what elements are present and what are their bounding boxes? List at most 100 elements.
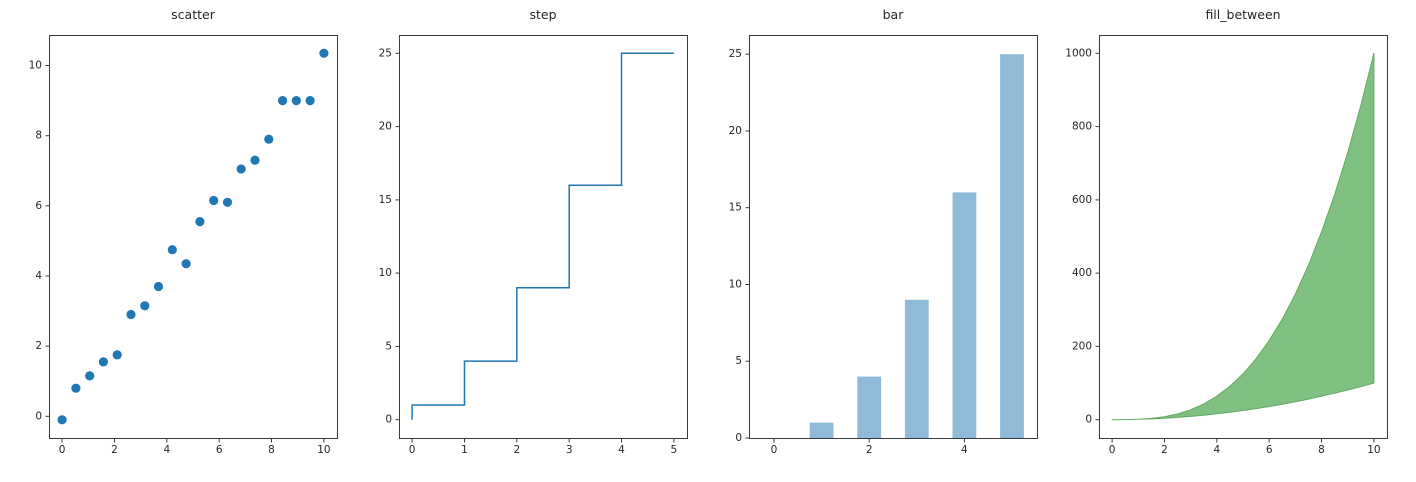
y-tick-label: 15	[379, 194, 392, 206]
y-tick-label: 10	[29, 60, 42, 72]
scatter-point	[181, 259, 191, 269]
y-tick-label: 0	[35, 410, 42, 422]
chart-title: step	[529, 7, 557, 22]
x-axis: 0 2 4	[771, 439, 968, 456]
axes-spines	[749, 35, 1038, 439]
y-axis: 0 2 4 6 8 10	[29, 60, 49, 422]
step-canvas: 0 1 2 3 4 5 0 5 10 15 20 25	[379, 35, 688, 456]
step-line	[411, 52, 674, 420]
scatter-point	[222, 197, 233, 207]
x-tick-label: 4	[961, 444, 968, 456]
scatter-canvas: 0 2 4 6 8 10 0 2 4 6 8 10	[29, 35, 338, 456]
y-tick-label: 10	[379, 267, 392, 279]
x-tick-label: 8	[1318, 444, 1325, 456]
y-tick-label: 200	[1072, 340, 1092, 352]
scatter-point	[71, 383, 81, 393]
scatter-point	[195, 217, 205, 227]
y-tick-label: 0	[1085, 414, 1092, 426]
data-series	[809, 54, 1024, 438]
scatter-point	[209, 195, 219, 206]
x-tick-label: 2	[866, 444, 873, 456]
y-tick-label: 20	[379, 121, 392, 133]
x-tick-label: 4	[618, 444, 625, 456]
x-tick-label: 0	[771, 444, 778, 456]
axes-spines	[49, 35, 338, 439]
subplot-bar: bar 0 2 4 0 5 10 15 20 25	[700, 0, 1050, 482]
bar-canvas: 0 2 4 0 5 10 15 20 25	[729, 35, 1038, 456]
y-tick-label: 400	[1072, 267, 1092, 279]
axes-spines	[1099, 35, 1388, 439]
x-tick-label: 2	[1161, 444, 1168, 456]
bar	[857, 376, 882, 438]
x-tick-label: 0	[409, 444, 416, 456]
x-axis: 0 2 4 6 8 10	[59, 439, 331, 456]
x-tick-label: 4	[163, 444, 170, 456]
x-tick-label: 0	[59, 444, 66, 456]
y-tick-label: 25	[729, 48, 742, 60]
chart-title: fill_between	[1205, 7, 1281, 22]
x-axis: 0 2 4 6 8 10	[1109, 439, 1381, 456]
x-tick-label: 4	[1213, 444, 1220, 456]
scatter-point	[112, 350, 122, 360]
bar	[809, 422, 834, 438]
x-tick-label: 8	[268, 444, 275, 456]
x-tick-label: 3	[566, 444, 573, 456]
axes-spines	[399, 35, 688, 439]
chart-title: scatter	[171, 7, 215, 22]
filled-area	[1111, 52, 1375, 421]
scatter-point	[305, 96, 315, 106]
x-tick-label: 10	[317, 444, 330, 456]
fill-between-canvas: 0 2 4 6 8 10 0 200 400 600 800 1000	[1065, 35, 1388, 456]
x-tick-label: 0	[1109, 444, 1116, 456]
subplot-scatter: scatter 0 2 4 6 8 10 0 2 4 6 8 10	[0, 0, 350, 482]
y-tick-label: 15	[729, 202, 742, 214]
x-tick-label: 2	[513, 444, 520, 456]
y-tick-label: 600	[1072, 194, 1092, 206]
y-tick-label: 5	[735, 355, 742, 367]
data-series	[57, 48, 329, 425]
y-tick-label: 20	[729, 125, 742, 137]
y-tick-label: 4	[35, 270, 42, 282]
scatter-point	[140, 301, 150, 311]
scatter-point	[57, 415, 67, 425]
data-series	[1111, 52, 1375, 421]
y-tick-label: 8	[35, 130, 42, 142]
scatter-point	[319, 48, 329, 58]
scatter-point	[278, 96, 288, 106]
bar	[1000, 54, 1024, 438]
x-tick-label: 6	[1266, 444, 1273, 456]
y-tick-label: 10	[729, 279, 742, 291]
y-axis: 0 200 400 600 800 1000	[1065, 47, 1099, 426]
y-axis: 0 5 10 15 20 25	[729, 48, 749, 444]
y-tick-label: 0	[735, 432, 742, 444]
bar	[952, 192, 977, 438]
scatter-point	[250, 155, 260, 165]
y-tick-label: 800	[1072, 121, 1092, 133]
data-series	[411, 52, 674, 420]
scatter-point	[167, 245, 177, 255]
bar	[904, 299, 929, 438]
scatter-point	[264, 134, 274, 144]
y-tick-label: 25	[379, 47, 392, 59]
x-axis: 0 1 2 3 4 5	[409, 439, 677, 456]
x-tick-label: 10	[1367, 444, 1380, 456]
scatter-point	[236, 164, 246, 174]
subplot-fill-between: fill_between 0 2 4 6 8 10 0 200 400 600 800 1000	[1050, 0, 1416, 482]
scatter-point	[85, 371, 95, 381]
subplot-step: step 0 1 2 3 4 5 0 5 10 15 20 25	[350, 0, 700, 482]
y-tick-label: 1000	[1065, 47, 1092, 59]
scatter-point	[153, 281, 164, 292]
scatter-point	[126, 309, 136, 320]
x-tick-label: 1	[461, 444, 468, 456]
scatter-point	[291, 96, 301, 106]
y-tick-label: 2	[35, 340, 42, 352]
y-axis: 0 5 10 15 20 25	[379, 47, 399, 426]
x-tick-label: 2	[111, 444, 118, 456]
y-tick-label: 5	[385, 340, 392, 352]
x-tick-label: 5	[671, 444, 678, 456]
x-tick-label: 6	[216, 444, 223, 456]
y-tick-label: 6	[35, 200, 42, 212]
y-tick-label: 0	[385, 414, 392, 426]
scatter-point	[98, 357, 108, 367]
